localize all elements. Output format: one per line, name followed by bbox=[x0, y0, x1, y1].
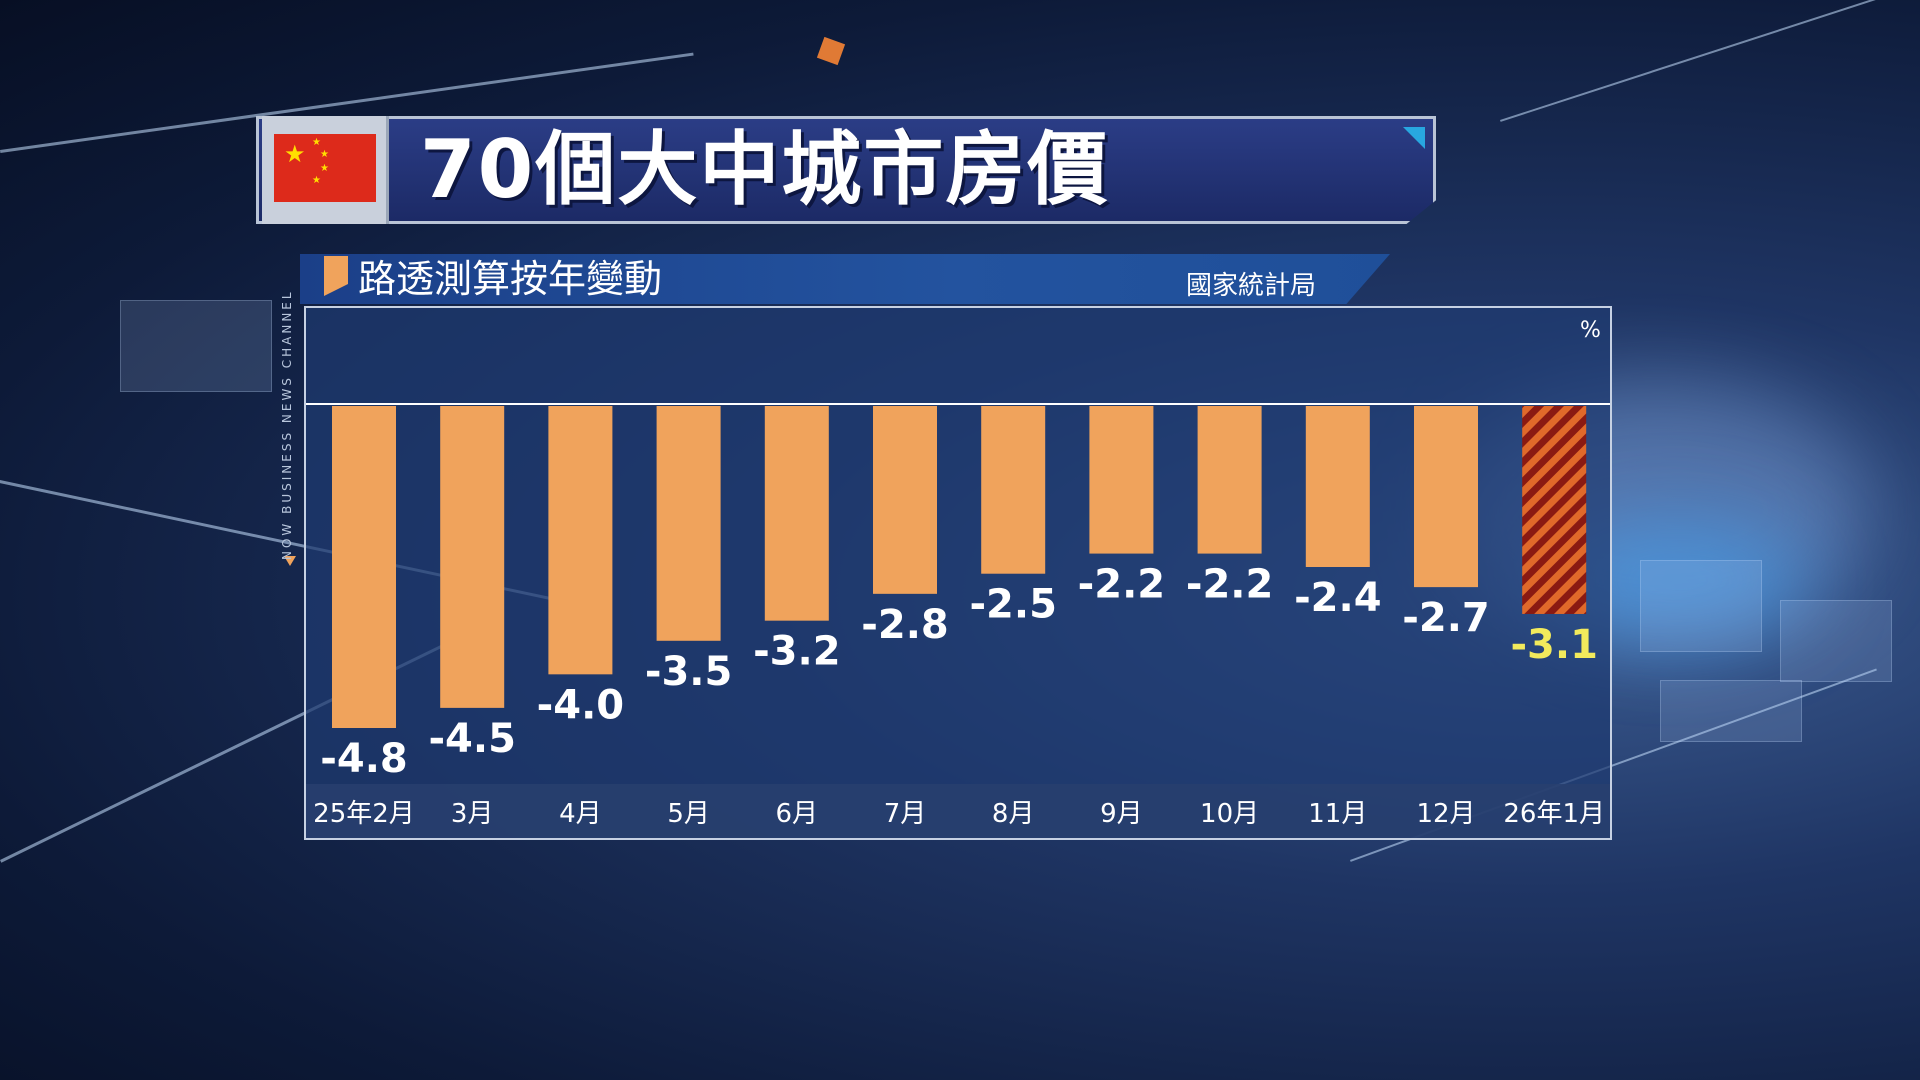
page-title: 70個大中城市房價 bbox=[420, 123, 1110, 216]
bar-6月 bbox=[764, 406, 829, 621]
category-label: 6月 bbox=[776, 799, 819, 829]
category-label: 4月 bbox=[559, 799, 602, 829]
bar-7月 bbox=[873, 406, 937, 594]
bar-9月 bbox=[1089, 406, 1154, 554]
value-label: -2.4 bbox=[1294, 575, 1381, 621]
chart-panel bbox=[304, 306, 1612, 840]
value-label: -2.7 bbox=[1402, 595, 1489, 641]
channel-logo-icon bbox=[284, 556, 296, 566]
category-label: 7月 bbox=[884, 799, 927, 829]
chart-subtitle: 路透測算按年變動 bbox=[358, 257, 663, 301]
category-label: 8月 bbox=[992, 799, 1035, 829]
value-label: -4.5 bbox=[428, 716, 515, 762]
bar-10月 bbox=[1197, 406, 1262, 554]
category-label: 10月 bbox=[1200, 799, 1259, 829]
category-label: 26年1月 bbox=[1503, 799, 1605, 829]
unit-label: % bbox=[1580, 318, 1601, 343]
value-label: -2.8 bbox=[861, 602, 948, 648]
bar-3月 bbox=[440, 406, 505, 708]
value-label: -4.8 bbox=[320, 736, 407, 782]
banner-accent bbox=[1403, 127, 1425, 149]
category-label: 9月 bbox=[1100, 799, 1143, 829]
category-axis-bar bbox=[306, 784, 1610, 838]
subtitle-bar bbox=[300, 254, 1390, 304]
category-label: 3月 bbox=[451, 799, 494, 829]
title-banner bbox=[256, 116, 1436, 224]
data-source: 國家統計局 bbox=[1186, 271, 1317, 301]
category-label: 25年2月 bbox=[313, 799, 415, 829]
china-flag-icon: ★ ★ ★ ★ ★ bbox=[274, 134, 376, 202]
bar-26年1月 bbox=[1522, 406, 1587, 614]
bar-4月 bbox=[548, 406, 613, 675]
value-label: -3.1 bbox=[1510, 622, 1597, 668]
value-label: -3.2 bbox=[753, 629, 840, 675]
value-label: -4.0 bbox=[537, 682, 624, 728]
category-label: 12月 bbox=[1416, 799, 1475, 829]
bar-8月 bbox=[981, 406, 1046, 574]
value-label: -2.5 bbox=[969, 582, 1056, 628]
value-label: -2.2 bbox=[1186, 562, 1273, 608]
value-label: -3.5 bbox=[645, 649, 732, 695]
value-label: -2.2 bbox=[1078, 562, 1165, 608]
bar-11月 bbox=[1305, 406, 1370, 567]
bar-25年2月 bbox=[332, 406, 396, 728]
category-label: 11月 bbox=[1308, 799, 1367, 829]
bar-5月 bbox=[656, 406, 721, 641]
bar-12月 bbox=[1414, 406, 1478, 588]
category-label: 5月 bbox=[667, 799, 710, 829]
